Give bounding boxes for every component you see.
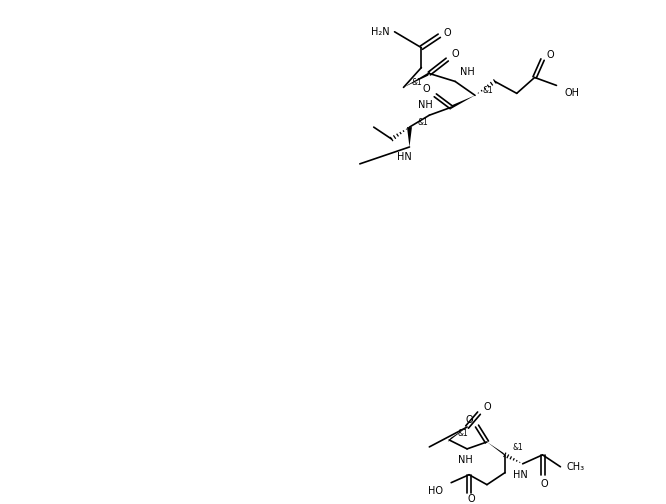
Text: O: O (422, 84, 430, 94)
Text: &1: &1 (513, 444, 523, 453)
Text: O: O (483, 402, 491, 412)
Text: HO: HO (428, 486, 444, 495)
Text: O: O (541, 479, 548, 489)
Text: O: O (547, 49, 554, 59)
Text: O: O (468, 493, 475, 503)
Text: H₂N: H₂N (371, 27, 390, 37)
Text: &1: &1 (412, 78, 422, 87)
Text: O: O (452, 48, 459, 58)
Polygon shape (487, 442, 506, 457)
Polygon shape (404, 71, 430, 87)
Text: NH: NH (460, 67, 475, 77)
Polygon shape (407, 127, 412, 147)
Text: CH₃: CH₃ (566, 462, 585, 472)
Text: HN: HN (513, 470, 528, 480)
Text: NH: NH (418, 100, 433, 110)
Text: O: O (444, 28, 451, 38)
Text: HN: HN (397, 152, 412, 162)
Polygon shape (448, 427, 467, 442)
Text: NH: NH (458, 455, 472, 465)
Polygon shape (450, 95, 475, 109)
Text: &1: &1 (418, 117, 428, 127)
Text: &1: &1 (457, 428, 468, 437)
Text: OH: OH (564, 88, 579, 98)
Text: O: O (466, 415, 473, 425)
Text: &1: &1 (483, 86, 494, 95)
